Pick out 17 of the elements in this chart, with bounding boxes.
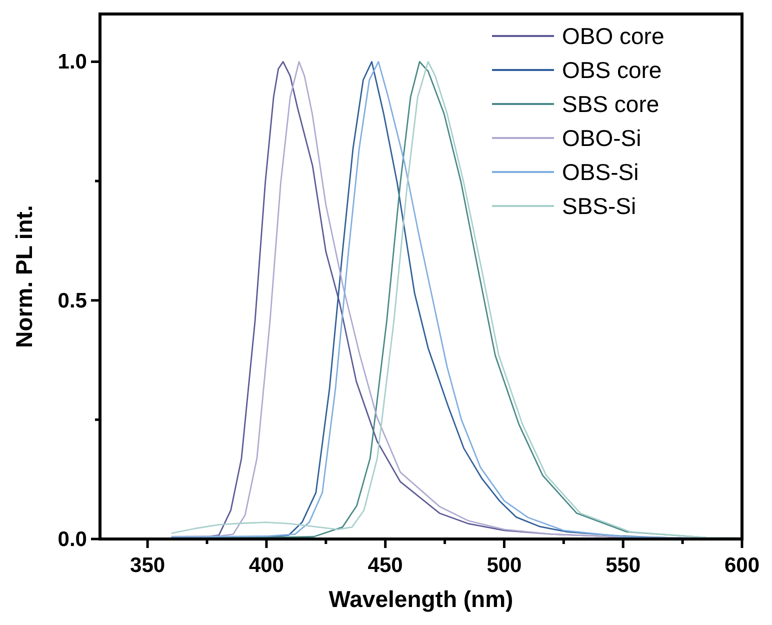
x-tick-label: 450	[368, 554, 403, 577]
legend-label: OBO core	[562, 23, 664, 49]
x-tick-label: 600	[724, 554, 760, 577]
legend-label: SBS-Si	[562, 193, 636, 219]
y-axis-title: Norm. PL int.	[11, 205, 37, 348]
x-tick-label: 500	[486, 554, 522, 577]
y-tick-label: 0.5	[58, 289, 88, 312]
x-axis-title: Wavelength (nm)	[328, 586, 514, 612]
legend-label: OBS-Si	[562, 159, 639, 185]
x-tick-label: 400	[248, 554, 284, 577]
legend-label: SBS core	[562, 91, 660, 117]
x-tick-label: 350	[130, 554, 166, 577]
x-tick-label: 550	[606, 554, 641, 577]
legend-label: OBS core	[562, 57, 662, 83]
y-tick-label: 1.0	[58, 50, 87, 74]
y-tick-label: 0.0	[58, 528, 87, 551]
legend-label: OBO-Si	[562, 125, 642, 151]
